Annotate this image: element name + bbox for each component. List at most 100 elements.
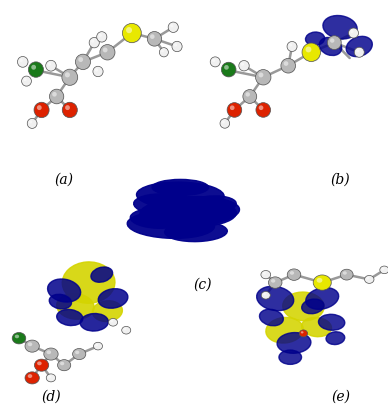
Circle shape xyxy=(314,275,332,291)
Circle shape xyxy=(150,34,154,39)
Circle shape xyxy=(239,61,249,71)
Circle shape xyxy=(60,362,64,365)
Circle shape xyxy=(172,41,182,52)
Circle shape xyxy=(299,330,308,337)
Circle shape xyxy=(348,28,359,38)
Circle shape xyxy=(48,375,51,378)
Circle shape xyxy=(224,65,229,70)
Circle shape xyxy=(75,351,79,354)
Circle shape xyxy=(27,118,37,128)
Circle shape xyxy=(259,105,263,110)
Ellipse shape xyxy=(165,222,227,242)
Circle shape xyxy=(365,275,374,283)
Ellipse shape xyxy=(318,314,345,330)
Circle shape xyxy=(126,27,132,33)
Circle shape xyxy=(263,293,266,296)
Circle shape xyxy=(261,270,270,279)
Circle shape xyxy=(122,23,141,43)
Circle shape xyxy=(24,78,27,81)
Circle shape xyxy=(12,332,26,344)
Circle shape xyxy=(29,120,32,123)
Circle shape xyxy=(258,72,263,77)
Circle shape xyxy=(159,48,169,57)
Circle shape xyxy=(62,102,78,118)
Circle shape xyxy=(212,59,215,62)
Circle shape xyxy=(380,266,389,274)
Circle shape xyxy=(37,362,42,365)
Circle shape xyxy=(123,328,126,330)
Ellipse shape xyxy=(283,292,324,321)
Circle shape xyxy=(354,47,364,57)
Circle shape xyxy=(97,32,107,42)
Circle shape xyxy=(256,103,270,117)
Circle shape xyxy=(34,359,49,371)
Circle shape xyxy=(44,348,58,360)
Circle shape xyxy=(330,38,334,43)
Circle shape xyxy=(340,269,353,280)
Circle shape xyxy=(46,60,56,71)
Circle shape xyxy=(317,278,322,283)
Circle shape xyxy=(174,43,177,46)
Circle shape xyxy=(354,47,365,58)
Circle shape xyxy=(109,319,118,326)
Circle shape xyxy=(245,92,250,97)
Circle shape xyxy=(289,43,292,46)
Circle shape xyxy=(29,62,44,78)
Circle shape xyxy=(93,66,103,76)
Circle shape xyxy=(48,62,51,66)
Circle shape xyxy=(25,372,40,384)
Circle shape xyxy=(100,45,115,60)
Circle shape xyxy=(227,103,242,117)
Circle shape xyxy=(380,266,389,274)
Circle shape xyxy=(34,102,49,117)
Ellipse shape xyxy=(305,32,325,46)
Circle shape xyxy=(239,61,250,71)
Circle shape xyxy=(365,275,374,284)
Circle shape xyxy=(221,62,236,77)
Circle shape xyxy=(243,89,257,103)
Circle shape xyxy=(367,277,369,280)
Circle shape xyxy=(299,330,308,337)
Circle shape xyxy=(73,349,86,360)
Text: (c): (c) xyxy=(193,278,212,292)
Ellipse shape xyxy=(140,196,240,227)
Circle shape xyxy=(95,68,98,71)
Circle shape xyxy=(65,72,70,77)
Circle shape xyxy=(122,326,131,334)
Ellipse shape xyxy=(57,293,94,319)
Circle shape xyxy=(34,102,50,118)
Circle shape xyxy=(302,43,321,62)
Circle shape xyxy=(160,48,169,57)
Circle shape xyxy=(256,69,271,85)
Text: (e): (e) xyxy=(332,389,350,403)
Circle shape xyxy=(290,271,294,275)
Circle shape xyxy=(168,22,179,33)
Circle shape xyxy=(18,56,28,67)
Ellipse shape xyxy=(326,332,345,344)
Circle shape xyxy=(44,348,59,360)
Ellipse shape xyxy=(302,299,324,314)
Circle shape xyxy=(25,340,39,352)
Circle shape xyxy=(31,65,36,70)
Ellipse shape xyxy=(266,317,303,343)
Circle shape xyxy=(73,349,86,359)
Circle shape xyxy=(271,279,275,283)
Ellipse shape xyxy=(57,309,83,326)
Ellipse shape xyxy=(323,15,357,39)
Circle shape xyxy=(58,359,71,371)
Circle shape xyxy=(302,43,321,61)
Circle shape xyxy=(263,272,266,275)
Circle shape xyxy=(78,57,83,62)
Circle shape xyxy=(269,277,282,289)
Ellipse shape xyxy=(47,279,81,302)
Circle shape xyxy=(25,340,40,352)
Circle shape xyxy=(220,119,230,128)
Circle shape xyxy=(46,61,56,71)
Circle shape xyxy=(46,374,56,382)
Circle shape xyxy=(15,335,19,338)
Circle shape xyxy=(97,32,107,42)
Circle shape xyxy=(75,54,91,69)
Circle shape xyxy=(305,46,311,52)
Circle shape xyxy=(327,36,341,50)
Circle shape xyxy=(328,36,342,50)
